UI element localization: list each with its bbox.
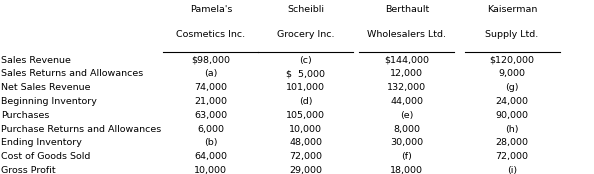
Text: Kaiserman: Kaiserman: [487, 5, 537, 14]
Text: 90,000: 90,000: [495, 111, 529, 120]
Text: Purchase Returns and Allowances: Purchase Returns and Allowances: [1, 125, 162, 134]
Text: Gross Profit: Gross Profit: [1, 166, 56, 174]
Text: Grocery Inc.: Grocery Inc.: [277, 30, 334, 39]
Text: $144,000: $144,000: [384, 56, 429, 65]
Text: 21,000: 21,000: [194, 97, 228, 106]
Text: 74,000: 74,000: [194, 83, 228, 92]
Text: 48,000: 48,000: [289, 138, 323, 147]
Text: (i): (i): [507, 166, 517, 174]
Text: 18,000: 18,000: [390, 166, 424, 174]
Text: 10,000: 10,000: [289, 125, 323, 134]
Text: 12,000: 12,000: [390, 69, 424, 78]
Text: Berthault: Berthault: [385, 5, 429, 14]
Text: 64,000: 64,000: [194, 152, 228, 161]
Text: Scheibli: Scheibli: [287, 5, 324, 14]
Text: Net Sales Revenue: Net Sales Revenue: [1, 83, 91, 92]
Text: 44,000: 44,000: [390, 97, 424, 106]
Text: Beginning Inventory: Beginning Inventory: [1, 97, 97, 106]
Text: 29,000: 29,000: [289, 166, 323, 174]
Text: Purchases: Purchases: [1, 111, 49, 120]
Text: 105,000: 105,000: [286, 111, 326, 120]
Text: 8,000: 8,000: [393, 125, 421, 134]
Text: Wholesalers Ltd.: Wholesalers Ltd.: [368, 30, 446, 39]
Text: 132,000: 132,000: [387, 83, 426, 92]
Text: Sales Returns and Allowances: Sales Returns and Allowances: [1, 69, 143, 78]
Text: Supply Ltd.: Supply Ltd.: [485, 30, 539, 39]
Text: 6,000: 6,000: [197, 125, 225, 134]
Text: (e): (e): [400, 111, 413, 120]
Text: 10,000: 10,000: [194, 166, 228, 174]
Text: Ending Inventory: Ending Inventory: [1, 138, 82, 147]
Text: 72,000: 72,000: [289, 152, 323, 161]
Text: 63,000: 63,000: [194, 111, 228, 120]
Text: $120,000: $120,000: [489, 56, 535, 65]
Text: $98,000: $98,000: [191, 56, 230, 65]
Text: Cosmetics Inc.: Cosmetics Inc.: [176, 30, 245, 39]
Text: 72,000: 72,000: [495, 152, 529, 161]
Text: $  5,000: $ 5,000: [286, 69, 326, 78]
Text: 28,000: 28,000: [495, 138, 529, 147]
Text: (b): (b): [204, 138, 217, 147]
Text: (f): (f): [402, 152, 412, 161]
Text: 101,000: 101,000: [286, 83, 326, 92]
Text: 9,000: 9,000: [498, 69, 526, 78]
Text: (g): (g): [505, 83, 519, 92]
Text: 30,000: 30,000: [390, 138, 424, 147]
Text: (d): (d): [299, 97, 312, 106]
Text: Pamela's: Pamela's: [189, 5, 232, 14]
Text: (c): (c): [299, 56, 312, 65]
Text: Cost of Goods Sold: Cost of Goods Sold: [1, 152, 90, 161]
Text: Sales Revenue: Sales Revenue: [1, 56, 71, 65]
Text: (a): (a): [204, 69, 217, 78]
Text: 24,000: 24,000: [495, 97, 529, 106]
Text: (h): (h): [505, 125, 519, 134]
